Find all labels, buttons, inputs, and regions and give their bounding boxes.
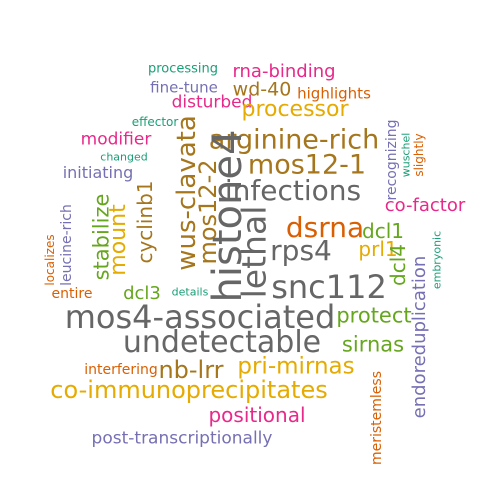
word-co-factor: co-factor xyxy=(384,195,466,216)
word-stabilize: stabilize xyxy=(89,193,114,281)
word-mos4-associated: mos4-associated xyxy=(64,298,336,336)
word-lethal: lethal xyxy=(234,205,274,299)
word-mos12-1: mos12-1 xyxy=(247,149,367,181)
word-wd-40: wd-40 xyxy=(232,78,292,101)
word-disturbed: disturbed xyxy=(171,92,253,113)
word-protect: protect xyxy=(336,303,412,328)
word-dsrna: dsrna xyxy=(285,211,365,244)
word-cyclinb1: cyclinb1 xyxy=(133,180,157,264)
word-effector: effector xyxy=(131,115,179,129)
word-co-immunoprecipitates: co-immunoprecipitates xyxy=(50,376,328,404)
word-rna-binding: rna-binding xyxy=(232,61,336,82)
word-processing: processing xyxy=(147,61,219,77)
word-recognizing: recognizing xyxy=(384,119,400,201)
word-leucine-rich: leucine-rich xyxy=(59,204,75,286)
word-changed: changed xyxy=(100,150,148,164)
word-highlights: highlights xyxy=(297,84,371,103)
word-details: details xyxy=(171,285,209,299)
word-dcl3: dcl3 xyxy=(123,283,161,304)
word-dcl4: dcl4 xyxy=(386,244,410,286)
word-nb-lrr: nb-lrr xyxy=(158,356,224,384)
word-processor: processor xyxy=(241,97,349,122)
word-meristemless: meristemless xyxy=(369,370,385,466)
word-undetectable: undetectable xyxy=(122,325,322,360)
word-positional: positional xyxy=(208,403,306,427)
word-entire: entire xyxy=(51,286,93,302)
word-initiating: initiating xyxy=(62,163,134,182)
word-pri-mirnas: pri-mirnas xyxy=(237,353,355,380)
word-dcl1: dcl1 xyxy=(362,219,404,243)
word-endoreduplication: endoreduplication xyxy=(409,255,430,419)
word-prl1: prl1 xyxy=(358,237,398,261)
word-snc112: snc112 xyxy=(271,268,387,306)
word-sirnas: sirnas xyxy=(341,332,405,357)
word-interfering: interfering xyxy=(84,362,158,378)
word-localizes: localizes xyxy=(43,234,57,286)
word-post-transcriptionally: post-transcriptionally xyxy=(91,428,273,449)
word-slightly: slightly xyxy=(412,133,426,177)
word-arginine-rich: arginine-rich xyxy=(208,124,380,156)
word-rps4: rps4 xyxy=(270,234,332,267)
word-embryonic: embryonic xyxy=(430,230,444,290)
word-wuschel: wuschel xyxy=(399,132,413,178)
word-modifier: modifier xyxy=(80,129,152,150)
word-fine-tune: fine-tune xyxy=(150,78,218,97)
word-infections: infections xyxy=(224,174,362,207)
